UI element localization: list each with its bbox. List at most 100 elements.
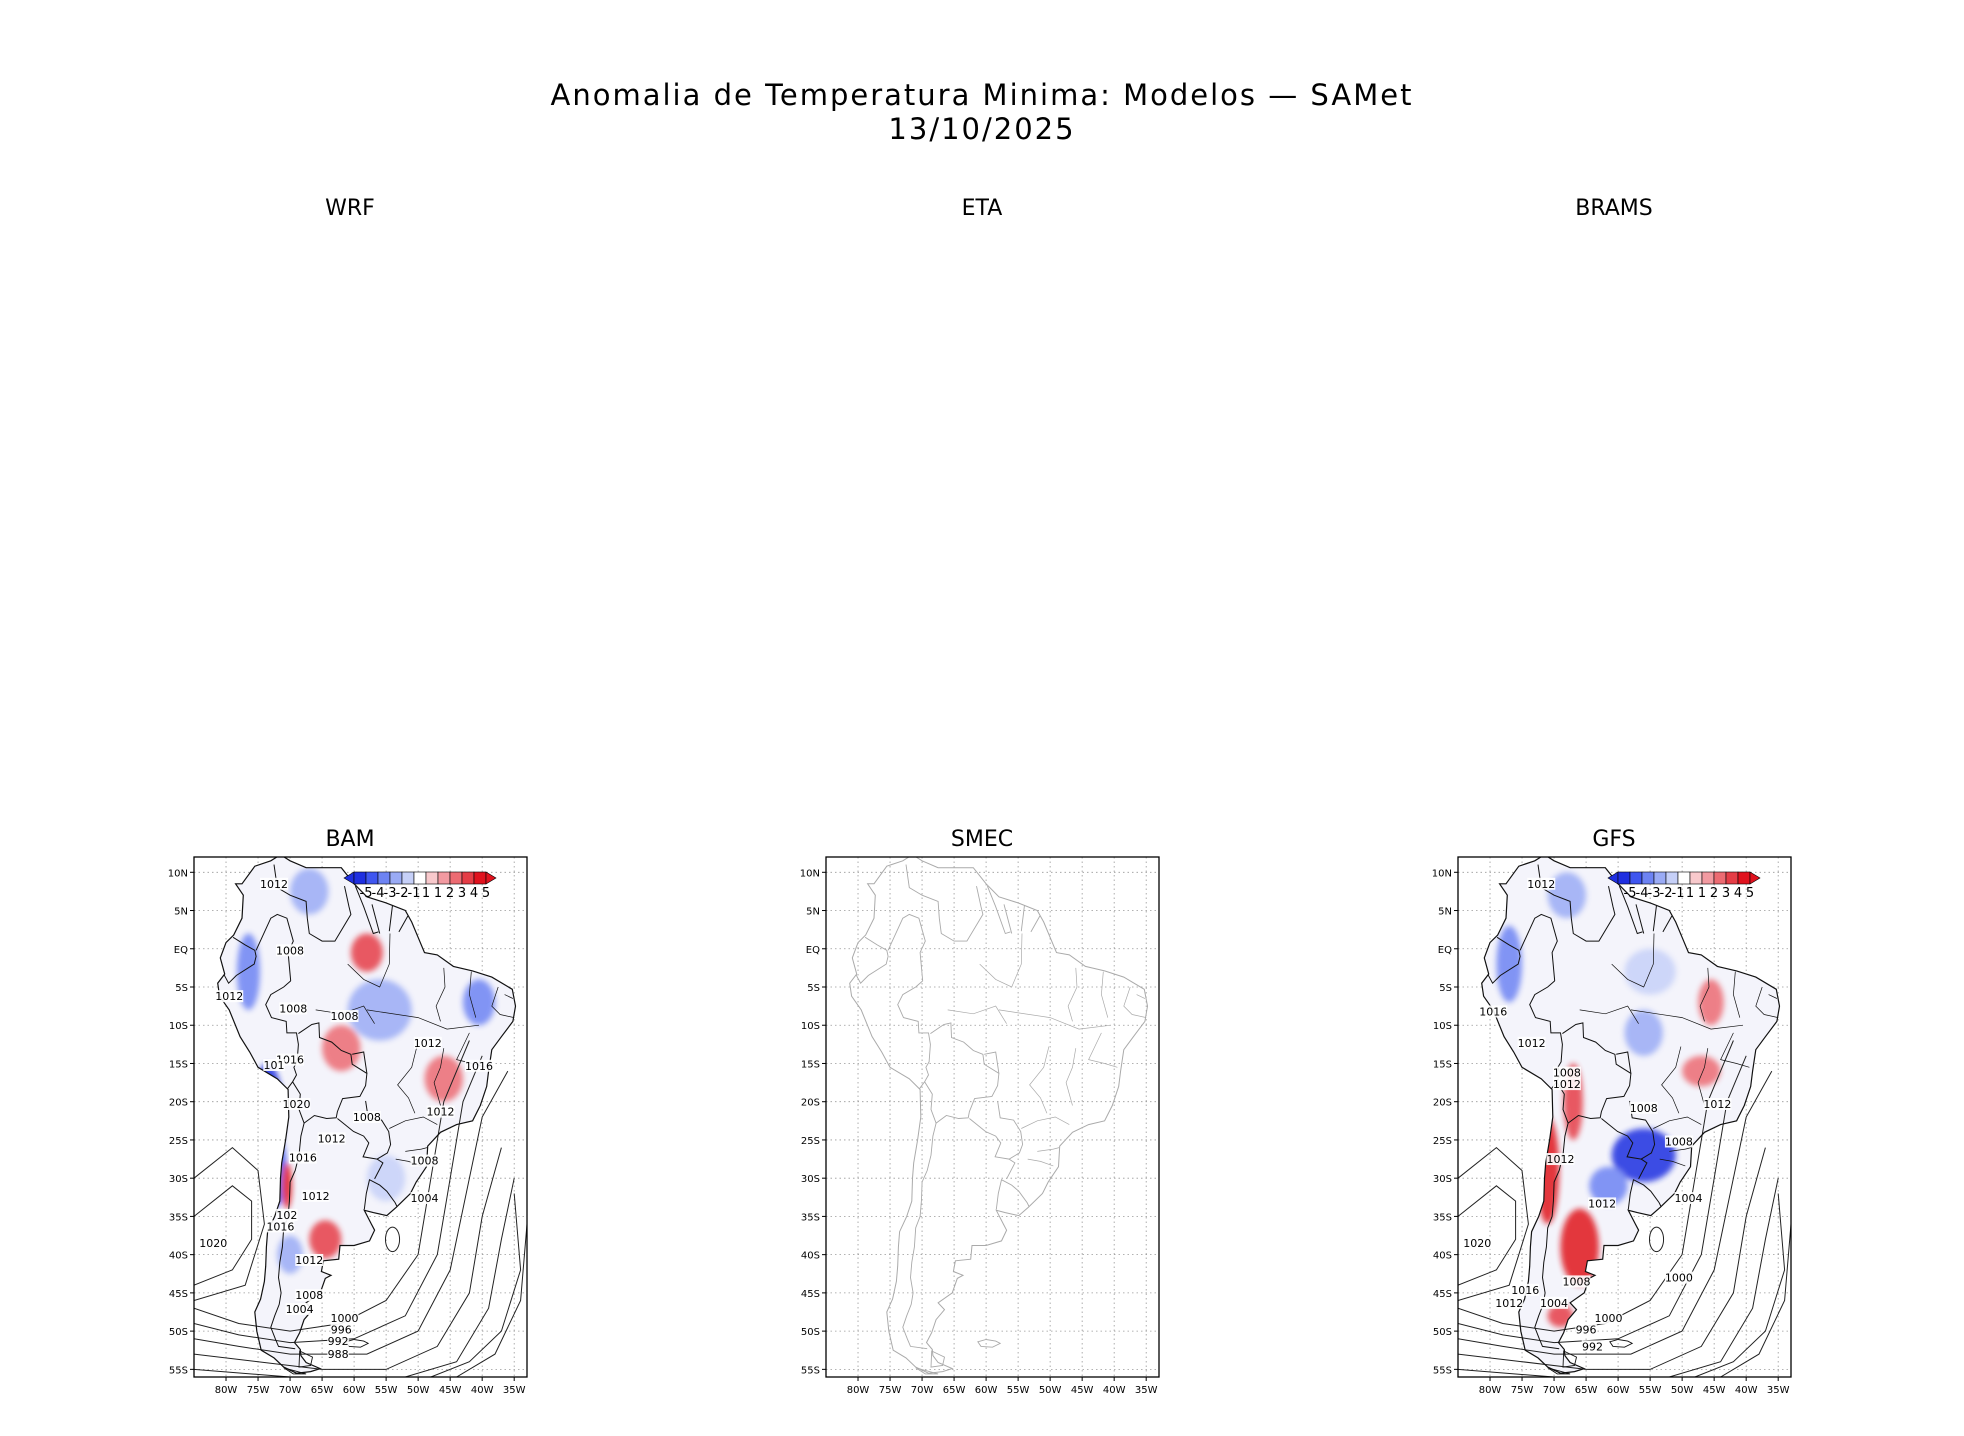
contour-label-bg-14 bbox=[1511, 1283, 1540, 1296]
colorbar-label-0: -5 bbox=[1624, 886, 1637, 901]
y-tick-label-5N: 5N bbox=[806, 907, 820, 918]
colorbar-label-7: 2 bbox=[1710, 886, 1718, 901]
y-tick-label-35S: 35S bbox=[801, 1212, 820, 1223]
contour-label-19: 992 bbox=[1582, 1340, 1603, 1353]
state-border-8 bbox=[947, 1005, 1007, 1024]
x-tick-label-70W: 70W bbox=[279, 1385, 302, 1396]
state-border-6 bbox=[1027, 1158, 1054, 1167]
x-tick-label-75W: 75W bbox=[1511, 1385, 1534, 1396]
colorbar-swatch-10 bbox=[473, 871, 487, 885]
x-tick-label-35W: 35W bbox=[1767, 1385, 1790, 1396]
isobar-8 bbox=[1720, 1224, 1791, 1377]
isobar-4 bbox=[1458, 1178, 1779, 1377]
panel-title-bam: BAM bbox=[325, 827, 375, 852]
y-tick-label-25S: 25S bbox=[1433, 1136, 1452, 1147]
country-border-6 bbox=[1519, 913, 1558, 981]
isobar-7 bbox=[430, 1193, 522, 1377]
anomaly-patch-6 bbox=[462, 979, 495, 1026]
state-border-11 bbox=[491, 986, 515, 1018]
x-tick-label-45W: 45W bbox=[1071, 1385, 1094, 1396]
anomaly-patch-6 bbox=[1496, 925, 1523, 1003]
state-border-0 bbox=[1630, 1009, 1744, 1030]
colorbar-label-1: -4 bbox=[1636, 886, 1649, 901]
y-tick-label-20S: 20S bbox=[169, 1098, 188, 1109]
colorbar-label-2: -3 bbox=[384, 886, 397, 901]
state-border-1 bbox=[1029, 1046, 1050, 1114]
country-border-3 bbox=[1652, 905, 1657, 932]
country-border-0 bbox=[1537, 864, 1616, 942]
colorbar-label-8: 3 bbox=[458, 886, 466, 901]
colorbar-label-5: 1 bbox=[422, 886, 430, 901]
colorbar-label-1: -4 bbox=[372, 886, 385, 901]
contour-label-bg-25 bbox=[327, 1335, 349, 1348]
contour-label-bg-23 bbox=[330, 1312, 359, 1325]
contour-label-bg-4 bbox=[1552, 1078, 1581, 1091]
isobar-low bbox=[384, 1226, 401, 1253]
coastline bbox=[1481, 857, 1781, 1374]
colorbar-swatch-3 bbox=[389, 871, 403, 885]
panel-title-wrf: WRF bbox=[325, 196, 375, 221]
state-border-2 bbox=[1065, 1048, 1077, 1106]
contour-label-bg-17 bbox=[276, 1208, 298, 1221]
y-tick-label-35S: 35S bbox=[1433, 1212, 1452, 1223]
contour-label-bg-5 bbox=[1629, 1101, 1658, 1114]
colorbar-swatch-3 bbox=[1653, 871, 1667, 885]
contour-label-8: 1012 bbox=[1546, 1153, 1574, 1166]
contour-label-bg-19 bbox=[1581, 1340, 1604, 1353]
x-tick-label-55W: 55W bbox=[1639, 1385, 1662, 1396]
country-border-2 bbox=[1003, 904, 1013, 934]
state-border-12 bbox=[1768, 994, 1778, 999]
colorbar-swatch-8 bbox=[1713, 871, 1727, 885]
contour-label-19: 1020 bbox=[199, 1237, 227, 1250]
contour-label-21: 1008 bbox=[295, 1289, 323, 1302]
country-border-11 bbox=[1627, 1178, 1662, 1210]
colorbar-swatch-4 bbox=[401, 871, 415, 885]
country-border-5 bbox=[223, 936, 257, 985]
country-border-5 bbox=[855, 936, 889, 984]
country-border-13 bbox=[352, 1051, 368, 1074]
state-border-11 bbox=[1123, 986, 1147, 1018]
island-1 bbox=[930, 1350, 946, 1368]
country-border-8 bbox=[292, 1022, 368, 1124]
isobar-2 bbox=[194, 1070, 509, 1355]
colorbar-swatch-7 bbox=[1701, 871, 1715, 885]
y-tick-label-25S: 25S bbox=[169, 1136, 188, 1147]
colorbar-label-6: 1 bbox=[1698, 886, 1706, 901]
state-border-4 bbox=[1021, 1116, 1070, 1129]
anomaly-patch-12 bbox=[366, 1155, 406, 1202]
colorbar-swatch-2 bbox=[377, 871, 391, 885]
y-tick-label-10N: 10N bbox=[800, 868, 820, 879]
figure-title: Anomalia de Temperatura Minima: Modelos … bbox=[550, 78, 1414, 112]
state-border-0 bbox=[366, 1009, 480, 1030]
isobar-5 bbox=[194, 1185, 253, 1286]
colorbar-swatch-7 bbox=[437, 871, 451, 885]
map-frame bbox=[193, 856, 528, 1378]
state-border-12 bbox=[1136, 994, 1146, 999]
isobar-6 bbox=[1458, 1146, 1529, 1301]
contour-label-14: 1016 bbox=[1511, 1284, 1539, 1297]
x-tick-label-35W: 35W bbox=[1135, 1385, 1158, 1396]
y-tick-label-20S: 20S bbox=[1433, 1098, 1452, 1109]
x-tick-label-65W: 65W bbox=[311, 1385, 334, 1396]
contour-label-bg-8 bbox=[464, 1059, 493, 1072]
country-border-5 bbox=[1487, 936, 1521, 985]
contour-label-bg-7 bbox=[413, 1036, 442, 1049]
colorbar-arrow-right bbox=[1749, 871, 1761, 885]
map-frame bbox=[825, 856, 1160, 1378]
y-tick-label-20S: 20S bbox=[801, 1098, 820, 1109]
contour-label-18: 1016 bbox=[266, 1220, 294, 1233]
y-tick-label-30S: 30S bbox=[169, 1174, 188, 1185]
anomaly-patch-8 bbox=[322, 1025, 361, 1072]
y-tick-label-15S: 15S bbox=[801, 1059, 820, 1070]
country-border-9 bbox=[969, 1100, 1024, 1160]
country-border-11 bbox=[363, 1178, 398, 1210]
colorbar-swatch-9 bbox=[461, 871, 475, 885]
state-border-10 bbox=[1101, 971, 1109, 1018]
contour-label-bg-13 bbox=[288, 1151, 317, 1164]
state-border-2 bbox=[433, 1048, 445, 1106]
contour-label-3: 1008 bbox=[279, 1002, 307, 1015]
x-tick-label-60W: 60W bbox=[343, 1385, 366, 1396]
state-border-9 bbox=[435, 967, 446, 1022]
y-tick-label-40S: 40S bbox=[801, 1251, 820, 1262]
y-tick-label-10N: 10N bbox=[168, 868, 188, 879]
